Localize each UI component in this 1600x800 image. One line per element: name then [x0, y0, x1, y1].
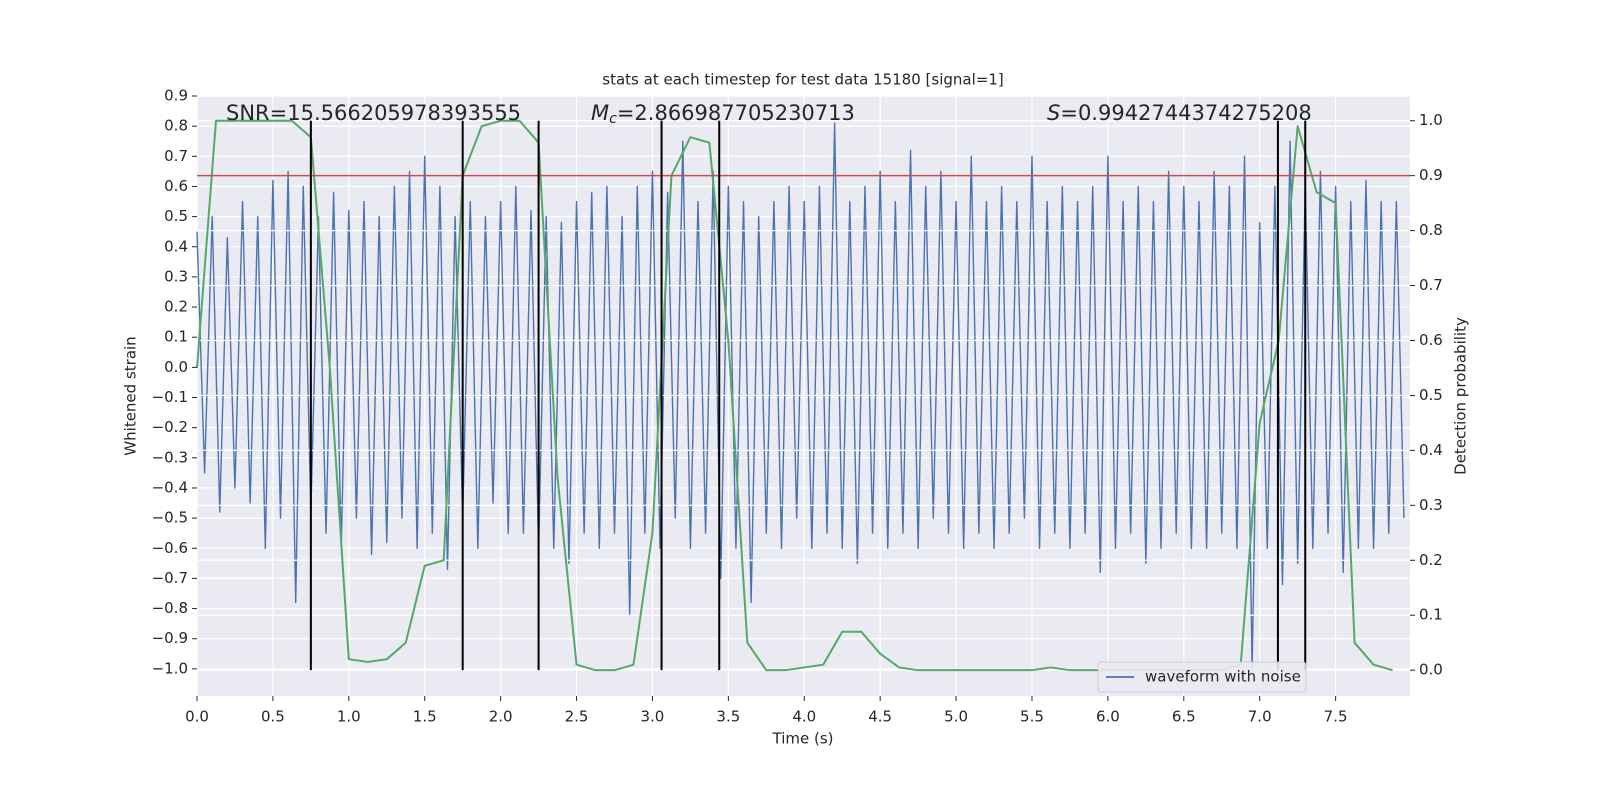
y2-tick-label: 0.4	[1419, 441, 1443, 459]
y2-tick-label: 0.1	[1419, 606, 1443, 624]
y2-tick-label: 0.2	[1419, 551, 1443, 569]
x-tick-label: 5.5	[1020, 708, 1044, 726]
y2-tick-label: 0.6	[1419, 331, 1443, 349]
annotation-subscript: c	[609, 111, 617, 127]
y2-tick-label: 0.0	[1419, 661, 1443, 679]
y-tick-label: −0.4	[152, 478, 188, 496]
annotation: S=0.9942744374275208	[1047, 101, 1312, 125]
legend-box	[1097, 661, 1307, 693]
y2-tick-label: 0.3	[1419, 496, 1443, 514]
x-axis-label: Time (s)	[772, 730, 834, 748]
y-tick-label: 0.4	[164, 237, 188, 255]
y-tick-label: −0.7	[152, 569, 188, 587]
x-tick-label: 7.5	[1324, 708, 1348, 726]
x-tick-label: 0.5	[261, 708, 285, 726]
x-tick-label: 3.0	[641, 708, 665, 726]
y-tick-label: 0.3	[164, 267, 188, 285]
x-tick-label: 5.0	[944, 708, 968, 726]
annotation-text: SNR=15.566205978393555	[226, 101, 521, 125]
y-tick-label: 0.0	[164, 358, 188, 376]
x-tick-label: 2.0	[489, 708, 513, 726]
y2-tick-label: 0.7	[1419, 276, 1443, 294]
annotation: Mc=2.866987705230713	[591, 101, 855, 127]
y2-tick-label: 1.0	[1419, 111, 1443, 129]
y-tick-label: 0.8	[164, 117, 188, 135]
y-tick-label: −0.5	[152, 509, 188, 527]
x-tick-label: 7.0	[1248, 708, 1272, 726]
x-tick-label: 3.5	[716, 708, 740, 726]
y-tick-label: −0.1	[152, 388, 188, 406]
y-tick-label: −0.8	[152, 599, 188, 617]
legend: waveform with noise	[1097, 661, 1307, 693]
x-tick-label: 1.0	[337, 708, 361, 726]
annotation-symbol: M	[591, 101, 609, 125]
y-tick-label: 0.9	[164, 87, 188, 105]
y2-axis-label: Detection probability	[1452, 317, 1470, 475]
overlay: waveform with noise	[196, 119, 1410, 693]
y2-tick-label: 0.9	[1419, 166, 1443, 184]
legend-label: waveform with noise	[1145, 668, 1301, 686]
series-line	[196, 122, 1405, 670]
y-tick-label: 0.7	[164, 147, 188, 165]
x-tick-label: 2.5	[565, 708, 589, 726]
y-axis-label: Whitened strain	[122, 336, 140, 455]
x-tick-label: 4.5	[868, 708, 892, 726]
x-tick-label: 4.0	[792, 708, 816, 726]
annotation: SNR=15.566205978393555	[226, 101, 521, 125]
annotation-text: =0.9942744374275208	[1060, 101, 1311, 125]
y-tick-label: 0.6	[164, 177, 188, 195]
y-tick-label: −0.9	[152, 629, 188, 647]
y-tick-label: −1.0	[152, 659, 188, 677]
chart-title: stats at each timestep for test data 151…	[602, 71, 1003, 89]
y-tick-label: 0.1	[164, 328, 188, 346]
y-tick-label: 0.5	[164, 207, 188, 225]
y2-tick-label: 0.5	[1419, 386, 1443, 404]
y-tick-label: 0.2	[164, 298, 188, 316]
x-tick-label: 1.5	[413, 708, 437, 726]
x-tick-label: 0.0	[185, 708, 209, 726]
x-tick-label: 6.0	[1096, 708, 1120, 726]
x-tick-label: 6.5	[1172, 708, 1196, 726]
annotation-symbol: S	[1047, 101, 1060, 125]
y-tick-label: −0.6	[152, 539, 188, 557]
y-tick-label: −0.3	[152, 448, 188, 466]
annotation-text: =2.866987705230713	[617, 101, 855, 125]
y2-tick-label: 0.8	[1419, 221, 1443, 239]
y-tick-label: −0.2	[152, 418, 188, 436]
marks	[196, 122, 1405, 670]
